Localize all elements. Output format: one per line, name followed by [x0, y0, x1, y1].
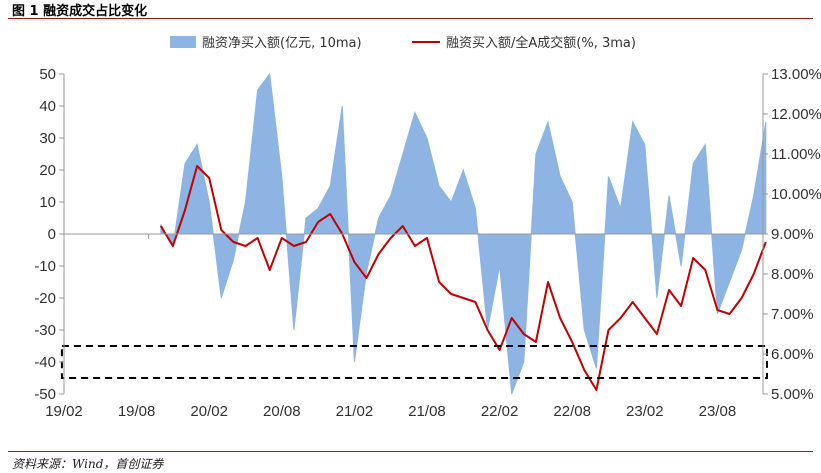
y-right-tick-label: 7.00%	[771, 306, 814, 323]
y-left-tick-label: -30	[34, 322, 56, 339]
x-tick-label: 20/08	[263, 403, 301, 420]
y-left-tick-label: 20	[39, 162, 56, 179]
y-right-tick-label: 12.00%	[771, 106, 821, 123]
y-right-tick-label: 8.00%	[771, 266, 814, 283]
x-tick-label: 19/02	[45, 403, 83, 420]
x-tick-label: 19/08	[118, 403, 156, 420]
y-left-tick-label: -50	[34, 386, 56, 403]
y-right-tick-label: 11.00%	[771, 146, 821, 163]
dashed-highlight-box	[60, 345, 768, 379]
y-right-tick-label: 13.00%	[771, 66, 821, 83]
y-right-tick-label: 6.00%	[771, 346, 814, 363]
title-rule	[8, 18, 813, 19]
x-tick-label: 23/02	[626, 403, 664, 420]
y-right-tick-label: 5.00%	[771, 386, 814, 403]
y-left-tick-label: 10	[39, 194, 56, 211]
legend: 融资净买入额(亿元, 10ma) 融资买入额/全A成交额(%, 3ma)	[170, 35, 636, 51]
bottom-rule	[8, 451, 813, 452]
legend-label-ratio: 融资买入额/全A成交额(%, 3ma)	[446, 35, 636, 51]
x-tick-label: 20/02	[190, 403, 228, 420]
legend-swatch-net-buy	[170, 36, 196, 48]
y-left-tick-label: 0	[48, 226, 56, 243]
y-right-tick-label: 9.00%	[771, 226, 814, 243]
x-tick-label: 22/02	[481, 403, 519, 420]
legend-label-net-buy: 融资净买入额(亿元, 10ma)	[202, 36, 362, 51]
x-tick-label: 21/08	[408, 403, 446, 420]
source-note: 资料来源：Wind，首创证券	[12, 457, 164, 471]
y-left-tick-label: -40	[34, 354, 56, 371]
y-left-tick-label: 30	[39, 130, 56, 147]
x-tick-label: 22/08	[553, 403, 591, 420]
y-left-tick-label: -20	[34, 290, 56, 307]
x-tick-label: 23/08	[699, 403, 737, 420]
x-tick-label: 21/02	[336, 403, 374, 420]
ratio-line	[159, 165, 767, 391]
y-right-tick-label: 10.00%	[771, 186, 821, 203]
figure-title: 图 1 融资成交占比变化	[12, 4, 148, 19]
y-left-tick-label: -10	[34, 258, 56, 275]
y-left-tick-label: 50	[39, 66, 56, 83]
plot-area: 50 40 30 20 10 0 -10 -20 -30 -40 -50 13.00% 12.00% 11…	[34, 66, 821, 420]
y-left-tick-label: 40	[39, 98, 56, 115]
